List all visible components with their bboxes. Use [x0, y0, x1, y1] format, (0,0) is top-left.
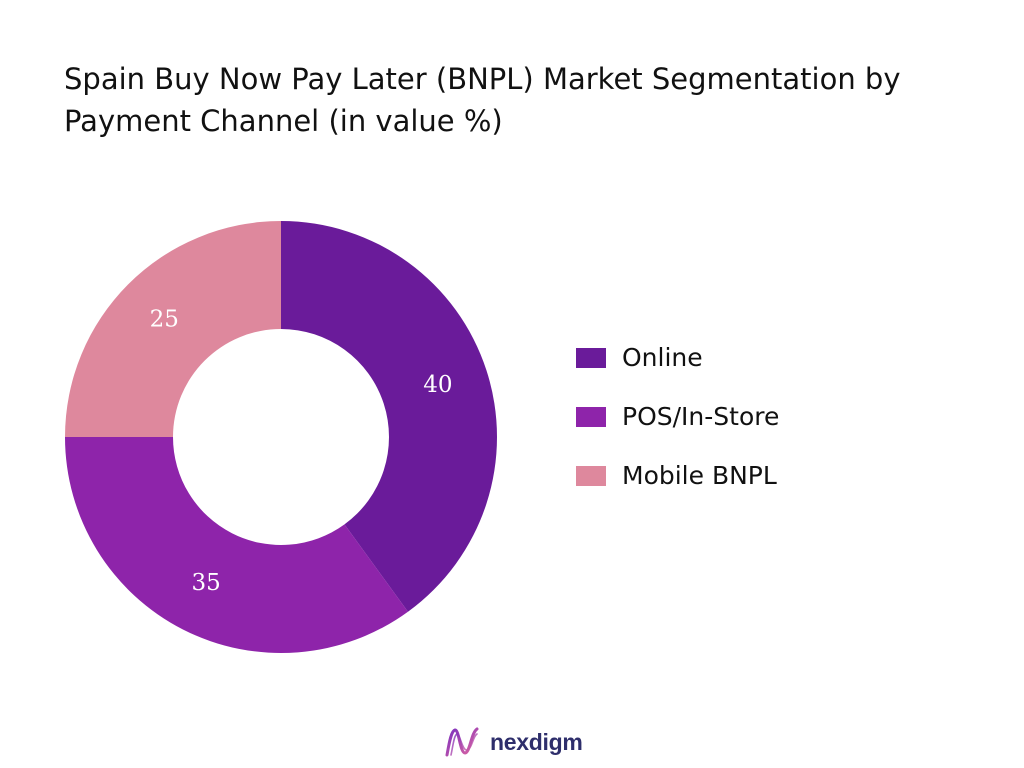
data-label-online: 40	[423, 372, 452, 398]
brand-logo: nexdigm	[442, 722, 583, 762]
legend: Online POS/In-Store Mobile BNPL	[576, 328, 779, 505]
legend-item-mobile-bnpl: Mobile BNPL	[576, 446, 779, 505]
brand-name: nexdigm	[490, 728, 583, 755]
donut-slice-online	[281, 221, 497, 612]
legend-label-pos-in-store: POS/In-Store	[622, 402, 780, 431]
legend-swatch-online	[576, 347, 606, 368]
donut-slice-pos-in-store	[65, 437, 408, 653]
legend-swatch-pos-in-store	[576, 406, 606, 427]
legend-label-mobile-bnpl: Mobile BNPL	[622, 461, 777, 490]
legend-item-pos-in-store: POS/In-Store	[576, 387, 779, 446]
legend-label-online: Online	[622, 343, 703, 372]
legend-swatch-mobile-bnpl	[576, 465, 606, 486]
legend-item-online: Online	[576, 328, 779, 387]
data-label-mobile-bnpl: 25	[150, 306, 179, 332]
data-label-pos-in-store: 35	[191, 570, 220, 596]
donut-slice-mobile-bnpl	[65, 221, 281, 437]
nexdigm-logo-icon	[445, 727, 479, 757]
chart-title: Spain Buy Now Pay Later (BNPL) Market Se…	[64, 62, 901, 138]
